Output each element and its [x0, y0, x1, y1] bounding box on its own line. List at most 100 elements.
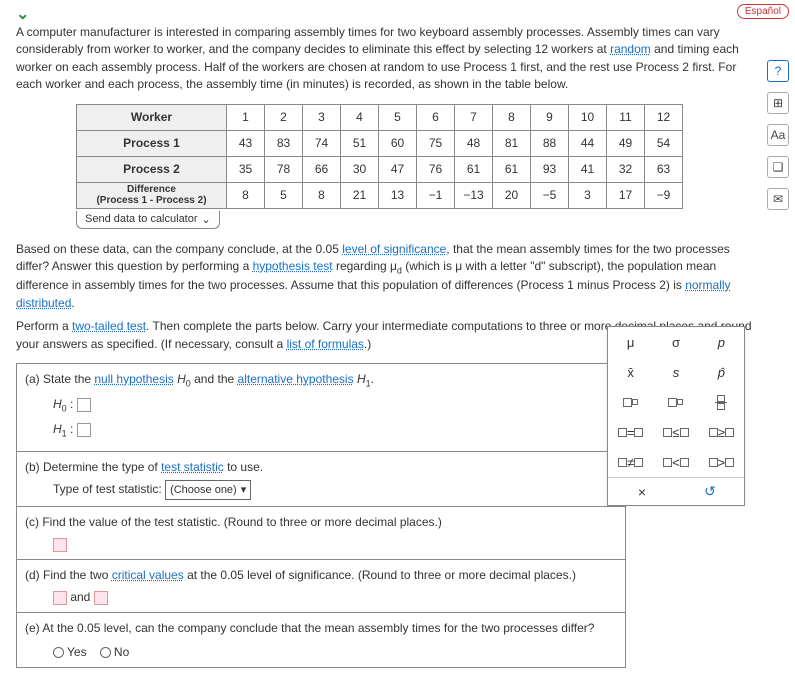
- table-row-label: Difference (Process 1 - Process 2): [77, 182, 227, 208]
- palette-reset-button[interactable]: ↺: [676, 478, 744, 505]
- no-radio[interactable]: [100, 647, 111, 658]
- table-row-label: Process 1: [77, 130, 227, 156]
- table-cell: 66: [303, 156, 341, 182]
- mail-icon[interactable]: ✉: [767, 188, 789, 210]
- save-icon[interactable]: ❏: [767, 156, 789, 178]
- table-header-col: 7: [455, 104, 493, 130]
- table-cell: 51: [341, 130, 379, 156]
- table-cell: 93: [531, 156, 569, 182]
- table-cell: 32: [607, 156, 645, 182]
- table-header-col: 12: [645, 104, 683, 130]
- test-statistic-value-input[interactable]: [53, 538, 67, 552]
- help-icon[interactable]: ?: [767, 60, 789, 82]
- table-cell: −1: [417, 182, 455, 208]
- sym-subscript[interactable]: [653, 387, 698, 417]
- yes-radio[interactable]: [53, 647, 64, 658]
- intro-text: A computer manufacturer is interested in…: [16, 24, 755, 94]
- send-to-calculator-button[interactable]: Send data to calculator⌄: [76, 211, 220, 229]
- table-cell: 83: [265, 130, 303, 156]
- sym-equal[interactable]: =: [608, 417, 653, 447]
- sym-p[interactable]: p: [699, 327, 744, 357]
- sym-lt[interactable]: <: [653, 447, 698, 477]
- data-table: Worker123456789101112 Process 1438374516…: [76, 104, 683, 209]
- question-paragraph: Based on these data, can the company con…: [16, 241, 755, 313]
- table-cell: −13: [455, 182, 493, 208]
- sym-s[interactable]: s: [653, 357, 698, 387]
- table-header-col: 4: [341, 104, 379, 130]
- expand-chevron-icon[interactable]: ⌄: [16, 4, 755, 24]
- test-statistic-link[interactable]: test statistic: [161, 460, 224, 474]
- part-a: (a) State the null hypothesis H0 and the…: [17, 364, 625, 452]
- table-cell: 48: [455, 130, 493, 156]
- chevron-down-icon: ⌄: [202, 213, 211, 226]
- list-of-formulas-link[interactable]: list of formulas: [287, 337, 364, 351]
- table-cell: 43: [227, 130, 265, 156]
- part-b: (b) Determine the type of test statistic…: [17, 452, 625, 508]
- sym-power[interactable]: [608, 387, 653, 417]
- table-cell: 47: [379, 156, 417, 182]
- table-cell: 3: [569, 182, 607, 208]
- table-cell: 17: [607, 182, 645, 208]
- table-cell: 49: [607, 130, 645, 156]
- sym-gt[interactable]: >: [699, 447, 744, 477]
- critical-value-1-input[interactable]: [53, 591, 67, 605]
- calculator-icon[interactable]: ⊞: [767, 92, 789, 114]
- table-cell: 76: [417, 156, 455, 182]
- table-cell: 61: [455, 156, 493, 182]
- table-header-label: Worker: [77, 104, 227, 130]
- level-of-significance-link[interactable]: level of significance: [342, 242, 446, 256]
- part-e: (e) At the 0.05 level, can the company c…: [17, 613, 625, 667]
- h1-input[interactable]: [77, 423, 91, 437]
- table-cell: 88: [531, 130, 569, 156]
- table-cell: 81: [493, 130, 531, 156]
- random-link[interactable]: random: [610, 42, 651, 56]
- table-cell: 13: [379, 182, 417, 208]
- table-cell: 8: [303, 182, 341, 208]
- table-header-col: 8: [493, 104, 531, 130]
- critical-value-2-input[interactable]: [94, 591, 108, 605]
- h0-input[interactable]: [77, 398, 91, 412]
- sym-phat[interactable]: p̂: [699, 357, 744, 387]
- table-cell: −9: [645, 182, 683, 208]
- table-header-col: 1: [227, 104, 265, 130]
- table-cell: 20: [493, 182, 531, 208]
- text-size-icon[interactable]: Aa: [767, 124, 789, 146]
- sym-le[interactable]: ≤: [653, 417, 698, 447]
- espanol-button[interactable]: Español: [737, 4, 789, 19]
- table-header-col: 5: [379, 104, 417, 130]
- table-cell: 78: [265, 156, 303, 182]
- table-cell: 61: [493, 156, 531, 182]
- table-header-col: 9: [531, 104, 569, 130]
- table-header-col: 2: [265, 104, 303, 130]
- sym-xbar[interactable]: x̄: [608, 357, 653, 387]
- table-cell: 60: [379, 130, 417, 156]
- table-cell: 44: [569, 130, 607, 156]
- table-cell: 41: [569, 156, 607, 182]
- table-cell: 63: [645, 156, 683, 182]
- right-sidebar: ? ⊞ Aa ❏ ✉: [765, 60, 791, 210]
- table-cell: 30: [341, 156, 379, 182]
- table-cell: 5: [265, 182, 303, 208]
- sym-ge[interactable]: ≥: [699, 417, 744, 447]
- two-tailed-test-link[interactable]: two-tailed test: [72, 319, 146, 333]
- sym-ne[interactable]: ≠: [608, 447, 653, 477]
- answer-box: (a) State the null hypothesis H0 and the…: [16, 363, 626, 668]
- critical-values-link[interactable]: critical values: [112, 568, 184, 582]
- sym-fraction[interactable]: [699, 387, 744, 417]
- sym-sigma[interactable]: σ: [653, 327, 698, 357]
- part-d: (d) Find the two critical values at the …: [17, 560, 625, 613]
- table-cell: 8: [227, 182, 265, 208]
- table-cell: 35: [227, 156, 265, 182]
- null-hypothesis-link[interactable]: null hypothesis: [94, 372, 173, 386]
- table-header-col: 11: [607, 104, 645, 130]
- table-cell: 75: [417, 130, 455, 156]
- palette-clear-button[interactable]: ×: [608, 478, 676, 505]
- table-cell: 21: [341, 182, 379, 208]
- alternative-hypothesis-link[interactable]: alternative hypothesis: [238, 372, 354, 386]
- table-header-col: 3: [303, 104, 341, 130]
- hypothesis-test-link[interactable]: hypothesis test: [253, 259, 333, 273]
- dropdown-arrow-icon: ▾: [241, 482, 247, 499]
- symbol-palette: μ σ p x̄ s p̂ = ≤ ≥ ≠ < > × ↺: [607, 326, 745, 506]
- sym-mu[interactable]: μ: [608, 327, 653, 357]
- test-statistic-select[interactable]: (Choose one)▾: [165, 480, 251, 501]
